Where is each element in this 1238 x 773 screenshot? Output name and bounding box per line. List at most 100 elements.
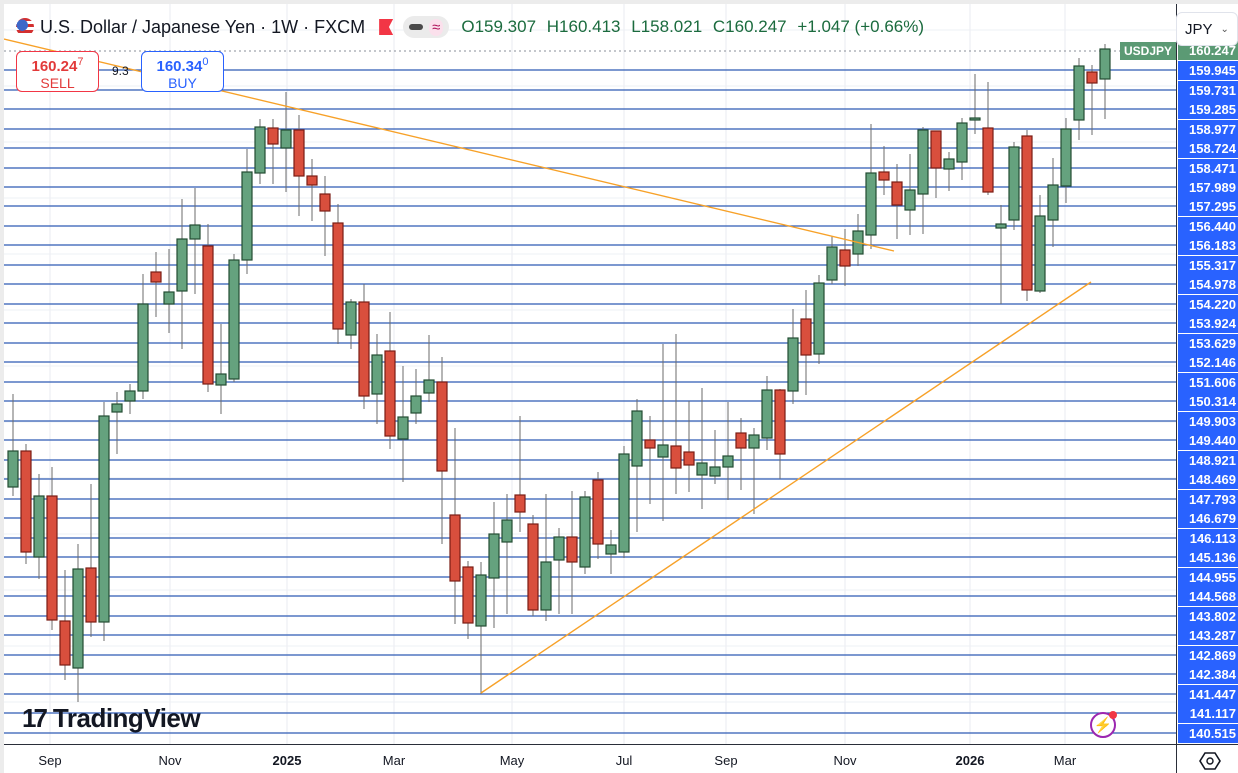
bullish-candle <box>969 117 981 121</box>
tradingview-logo[interactable]: 17 TradingView <box>22 703 201 734</box>
price-level-label: 158.724 <box>1178 139 1238 158</box>
bearish-candle <box>306 175 318 186</box>
flag-marker-icon[interactable] <box>379 19 394 35</box>
bearish-candle <box>930 130 942 169</box>
bullish-candle <box>709 466 721 477</box>
bullish-candle <box>748 434 760 449</box>
time-tick-label: May <box>499 753 525 768</box>
settings-corner[interactable] <box>1176 744 1238 773</box>
bearish-candle <box>683 451 695 466</box>
bearish-candle <box>462 566 474 624</box>
bearish-candle <box>267 127 279 145</box>
price-level-label: 154.978 <box>1178 275 1238 294</box>
bearish-candle <box>670 445 682 469</box>
price-level-label: 155.317 <box>1178 256 1238 275</box>
bullish-candle <box>540 561 552 611</box>
bullish-candle <box>761 389 773 439</box>
time-tick-label: Sep <box>714 753 738 768</box>
bearish-candle <box>46 495 58 621</box>
bullish-candle <box>189 224 201 240</box>
alert-lightning-icon[interactable]: ⚡ <box>1090 711 1117 738</box>
price-level-label: 143.802 <box>1178 607 1238 626</box>
bullish-candle <box>33 495 45 558</box>
bearish-candle <box>59 620 71 666</box>
bullish-candle <box>865 172 877 236</box>
bullish-candle <box>1008 146 1020 221</box>
buy-price: 160.340 <box>156 56 209 75</box>
bullish-candle <box>137 303 149 392</box>
change-value: +1.047 (+0.66%) <box>797 17 925 36</box>
price-level-label: 157.295 <box>1178 197 1238 216</box>
bearish-candle <box>1021 135 1033 291</box>
bearish-candle <box>85 567 97 623</box>
bearish-candle <box>878 171 890 181</box>
bearish-candle <box>384 350 396 437</box>
price-level-label: 153.924 <box>1178 314 1238 333</box>
bullish-candle <box>1034 215 1046 292</box>
price-level-label: 159.945 <box>1178 61 1238 80</box>
settings-hexagon-icon[interactable] <box>1198 750 1221 772</box>
bullish-candle <box>345 301 357 336</box>
bullish-candle <box>280 129 292 149</box>
time-axis[interactable]: Sep Nov 2025 Mar May Jul Sep Nov 2026 Mar <box>4 744 1176 773</box>
bullish-candle <box>1060 128 1072 187</box>
price-level-label: 153.629 <box>1178 334 1238 353</box>
bearish-candle <box>293 129 305 177</box>
price-level-label: 158.471 <box>1178 159 1238 178</box>
price-level-label: 151.606 <box>1178 373 1238 392</box>
bullish-candle <box>501 519 513 543</box>
chart-plot-area[interactable]: U.S. Dollar / Japanese Yen · 1W · FXCM ≈… <box>4 4 1176 744</box>
bullish-candle <box>176 238 188 292</box>
sell-button[interactable]: 160.247 SELL <box>16 51 99 92</box>
bullish-candle <box>72 568 84 669</box>
bearish-candle <box>202 245 214 385</box>
bullish-candle <box>1047 184 1059 221</box>
price-level-label: 159.285 <box>1178 100 1238 119</box>
buy-button[interactable]: 160.340 BUY <box>141 51 224 92</box>
price-level-label: 148.469 <box>1178 470 1238 489</box>
bullish-candle <box>722 455 734 468</box>
bearish-candle <box>982 127 994 193</box>
time-tick-label: Sep <box>38 753 62 768</box>
bullish-candle <box>241 171 253 261</box>
low-value: L158.021 <box>631 17 703 36</box>
candlestick-chart[interactable] <box>4 4 1176 744</box>
price-level-label: 145.136 <box>1178 548 1238 567</box>
descending-trendline <box>4 38 895 252</box>
bearish-candle <box>800 318 812 356</box>
currency-select[interactable]: JPY ⌄ <box>1176 12 1238 46</box>
tradingview-wordmark: TradingView <box>52 703 201 733</box>
bullish-candle <box>696 462 708 476</box>
bullish-candle <box>163 291 175 305</box>
indicator-toggle[interactable]: ≈ <box>403 16 450 38</box>
price-level-label: 142.384 <box>1178 665 1238 684</box>
bullish-candle <box>657 444 669 458</box>
chevron-down-icon: ⌄ <box>1220 23 1229 35</box>
bearish-candle <box>891 181 903 206</box>
bearish-candle <box>150 271 162 283</box>
bullish-candle <box>943 158 955 170</box>
us-flag-icon <box>16 18 34 36</box>
bullish-candle <box>813 282 825 355</box>
bullish-candle <box>1099 48 1111 80</box>
price-axis[interactable]: 160.247 159.945 159.731 159.285 158.977 158.… <box>1176 4 1238 744</box>
bearish-candle <box>644 439 656 449</box>
approx-icon[interactable]: ≈ <box>429 18 444 36</box>
bullish-candle <box>553 536 565 561</box>
currency-value: JPY <box>1185 20 1213 38</box>
open-value: O159.307 <box>461 17 537 36</box>
bullish-candle <box>826 246 838 281</box>
price-level-label: 156.440 <box>1178 217 1238 236</box>
symbol-title[interactable]: U.S. Dollar / Japanese Yen · 1W · FXCM <box>40 16 366 37</box>
price-level-label: 154.220 <box>1178 295 1238 314</box>
price-level-label: 146.679 <box>1178 509 1238 528</box>
time-tick-label: 2025 <box>272 753 302 768</box>
bearish-candle <box>735 432 747 449</box>
tradingview-mark-icon: 17 <box>22 703 48 733</box>
minus-icon[interactable] <box>409 24 424 30</box>
time-tick-label: Mar <box>382 753 406 768</box>
bullish-candle <box>995 223 1007 229</box>
price-level-label: 140.515 <box>1178 724 1238 743</box>
bearish-candle <box>566 536 578 563</box>
bullish-candle <box>410 395 422 414</box>
